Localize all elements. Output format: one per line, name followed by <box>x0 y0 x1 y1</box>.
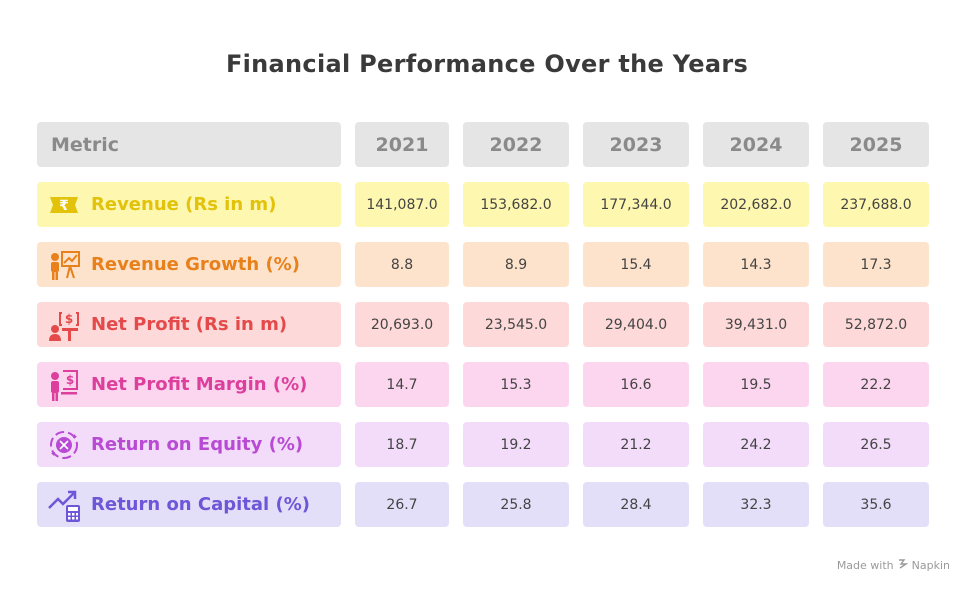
footer-text: Made with <box>836 559 894 572</box>
person-dollar-icon: $ <box>47 308 81 342</box>
data-cell: 23,545.0 <box>463 302 569 347</box>
row-label-text: Revenue Growth (%) <box>91 254 300 275</box>
data-cell: 202,682.0 <box>703 182 809 227</box>
row-label-text: Return on Capital (%) <box>91 494 310 515</box>
row-label: Return on Equity (%) <box>37 422 341 467</box>
data-cell: 25.8 <box>463 482 569 527</box>
data-cell: 26.5 <box>823 422 929 467</box>
row-label-text: Revenue (Rs in m) <box>91 194 277 215</box>
data-cell: 8.9 <box>463 242 569 287</box>
data-cell: 39,431.0 <box>703 302 809 347</box>
row-label: $ Net Profit Margin (%) <box>37 362 341 407</box>
data-cell: 8.8 <box>355 242 449 287</box>
svg-text:₹: ₹ <box>59 198 69 214</box>
row-label: ₹ Revenue (Rs in m) <box>37 182 341 227</box>
data-cell: 17.3 <box>823 242 929 287</box>
circular-arrows-icon <box>47 428 81 462</box>
row-label: Revenue Growth (%) <box>37 242 341 287</box>
data-cell: 153,682.0 <box>463 182 569 227</box>
growth-calculator-icon <box>47 488 81 522</box>
data-cell: 14.7 <box>355 362 449 407</box>
svg-text:$: $ <box>66 373 74 387</box>
row-label: $ Net Profit (Rs in m) <box>37 302 341 347</box>
person-dollar-board-icon: $ <box>47 368 81 402</box>
footer-brand: Napkin <box>911 559 950 572</box>
svg-text:$: $ <box>65 312 73 326</box>
data-cell: 141,087.0 <box>355 182 449 227</box>
napkin-logo-icon <box>898 559 908 572</box>
header-year: 2025 <box>823 122 929 167</box>
data-cell: 52,872.0 <box>823 302 929 347</box>
data-cell: 16.6 <box>583 362 689 407</box>
rupee-note-icon: ₹ <box>47 188 81 222</box>
data-cell: 14.3 <box>703 242 809 287</box>
data-cell: 237,688.0 <box>823 182 929 227</box>
data-cell: 22.2 <box>823 362 929 407</box>
data-cell: 28.4 <box>583 482 689 527</box>
data-cell: 18.7 <box>355 422 449 467</box>
data-cell: 15.3 <box>463 362 569 407</box>
data-cell: 177,344.0 <box>583 182 689 227</box>
header-metric: Metric <box>37 122 341 167</box>
row-label-text: Net Profit (Rs in m) <box>91 314 288 335</box>
header-year: 2023 <box>583 122 689 167</box>
presenter-chart-icon <box>47 248 81 282</box>
data-cell: 15.4 <box>583 242 689 287</box>
row-label-text: Net Profit Margin (%) <box>91 374 308 395</box>
data-cell: 29,404.0 <box>583 302 689 347</box>
data-cell: 35.6 <box>823 482 929 527</box>
header-year: 2024 <box>703 122 809 167</box>
data-cell: 21.2 <box>583 422 689 467</box>
data-cell: 20,693.0 <box>355 302 449 347</box>
header-year: 2021 <box>355 122 449 167</box>
data-cell: 19.2 <box>463 422 569 467</box>
header-year: 2022 <box>463 122 569 167</box>
data-cell: 26.7 <box>355 482 449 527</box>
data-cell: 32.3 <box>703 482 809 527</box>
footer: Made with Napkin <box>837 559 950 572</box>
data-cell: 19.5 <box>703 362 809 407</box>
chart-title: Financial Performance Over the Years <box>225 50 749 78</box>
row-label: Return on Capital (%) <box>37 482 341 527</box>
row-label-text: Return on Equity (%) <box>91 434 304 455</box>
data-cell: 24.2 <box>703 422 809 467</box>
